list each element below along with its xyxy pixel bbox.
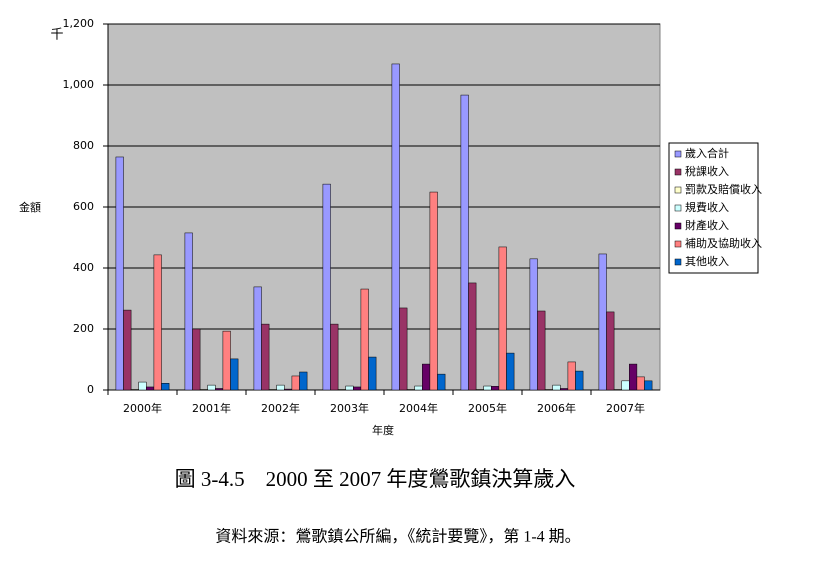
bar — [406, 389, 415, 391]
bar — [399, 307, 408, 391]
bar — [253, 286, 262, 391]
bar — [498, 246, 507, 391]
x-axis-label: 年度 — [372, 423, 394, 437]
bar — [138, 381, 147, 391]
bar — [261, 323, 270, 391]
x-tick-label: 2003年 — [330, 401, 369, 415]
y-tick-label: 1,000 — [63, 78, 95, 91]
bar — [391, 63, 400, 391]
y-axis-label: 金額 — [19, 200, 41, 214]
bar — [491, 386, 500, 391]
bar — [560, 388, 569, 391]
figure-title: 圖 3-4.5 2000 至 2007 年度鶯歌鎮決算歲入 — [175, 467, 576, 491]
bar — [575, 370, 584, 391]
bar — [123, 309, 132, 391]
bar — [146, 386, 155, 391]
x-tick-label: 2006年 — [537, 401, 576, 415]
bar — [567, 361, 576, 391]
bar — [629, 363, 638, 391]
bar — [613, 389, 622, 391]
bar — [552, 384, 561, 391]
bar — [544, 389, 553, 391]
bar — [284, 388, 293, 391]
y-tick-label: 1,200 — [63, 17, 95, 30]
bar — [207, 384, 216, 391]
x-tick-label: 2004年 — [399, 401, 438, 415]
bar — [184, 232, 193, 391]
legend-label: 財產收入 — [685, 218, 729, 232]
legend-swatch — [674, 186, 682, 194]
x-tick-label: 2002年 — [261, 401, 300, 415]
bar — [429, 191, 438, 391]
bar — [215, 388, 224, 391]
legend-swatch — [674, 258, 682, 266]
bar — [353, 386, 362, 391]
source-note: 資料來源：鶯歌鎮公所編，《統計要覽》，第 1-4 期。 — [215, 528, 580, 546]
bar — [437, 373, 446, 391]
y-tick-label: 600 — [73, 200, 94, 213]
x-tick-label: 2005年 — [468, 401, 507, 415]
bar — [291, 375, 300, 391]
legend-swatch — [674, 222, 682, 230]
bar — [368, 356, 377, 391]
bar — [621, 380, 630, 391]
x-tick-label: 2001年 — [192, 401, 231, 415]
legend-label: 歲入合計 — [685, 146, 729, 160]
bar — [199, 389, 208, 391]
bar — [192, 328, 201, 391]
bar — [636, 376, 645, 391]
legend-label: 其他收入 — [685, 254, 729, 268]
bar — [506, 352, 515, 391]
legend-label: 補助及協助收入 — [685, 236, 762, 250]
bar — [460, 94, 469, 391]
bar — [268, 389, 277, 391]
legend-swatch — [674, 240, 682, 248]
bar — [337, 389, 346, 391]
bar — [483, 385, 492, 391]
bar — [606, 311, 615, 391]
bar — [598, 253, 607, 391]
bar — [130, 389, 139, 391]
legend-box — [668, 142, 759, 274]
y-tick-label: 0 — [87, 383, 94, 396]
bar — [276, 384, 285, 391]
bar — [529, 258, 538, 391]
bar — [299, 371, 308, 391]
unit-label: 千 — [50, 28, 63, 43]
bar — [422, 363, 431, 391]
bar — [360, 288, 369, 391]
y-tick-label: 800 — [73, 139, 94, 152]
legend-swatch — [674, 204, 682, 212]
x-tick-label: 2007年 — [606, 401, 645, 415]
bar — [537, 310, 546, 391]
bar — [161, 383, 170, 391]
bar — [230, 358, 239, 391]
bar — [468, 282, 477, 391]
y-tick-label: 400 — [73, 261, 94, 274]
legend-label: 罰款及賠償收入 — [685, 182, 762, 196]
legend-label: 稅課收入 — [685, 164, 729, 178]
bar — [322, 183, 331, 391]
bar — [345, 385, 354, 391]
bar — [644, 380, 653, 391]
bar — [222, 330, 231, 391]
bar — [115, 156, 124, 391]
bar — [414, 385, 423, 391]
x-tick-label: 2000年 — [123, 401, 162, 415]
legend-swatch — [674, 168, 682, 176]
legend-swatch — [674, 150, 682, 158]
legend-label: 規費收入 — [685, 200, 729, 214]
bar — [153, 254, 162, 391]
y-tick-label: 200 — [73, 322, 94, 335]
bar — [475, 389, 484, 391]
bar — [330, 323, 339, 391]
